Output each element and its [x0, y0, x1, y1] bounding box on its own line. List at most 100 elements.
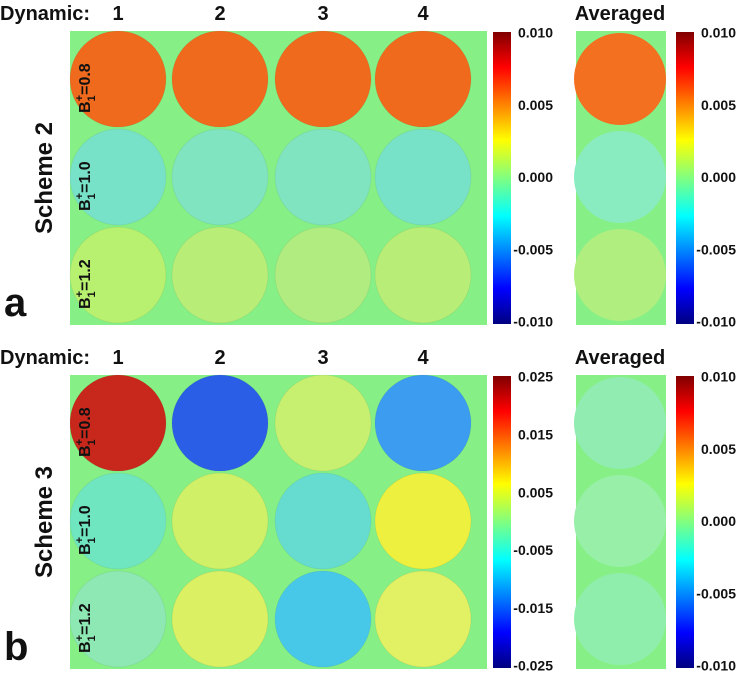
row-subscript: 1 [86, 193, 98, 199]
panel-letter: b [4, 625, 28, 669]
disk [69, 226, 167, 324]
disk [574, 377, 666, 469]
colorbar-tick-label: -0.010 [513, 314, 553, 330]
row-value: =1.0 [77, 161, 94, 193]
disk [69, 128, 167, 226]
colorbar-tick-label: 0.000 [701, 169, 736, 185]
colorbar-tick-label: 0.010 [518, 25, 553, 41]
disk [69, 472, 167, 570]
column-label: 4 [417, 347, 429, 369]
colorbar-tick-label: 0.005 [518, 97, 553, 113]
colorbar-tick-label: -0.005 [513, 241, 553, 257]
disk [574, 33, 666, 125]
disk [374, 472, 472, 570]
colorbar-tick-label: -0.010 [696, 658, 736, 674]
disk [69, 374, 167, 472]
disk [374, 226, 472, 324]
disk [171, 374, 269, 472]
column-label: 1 [112, 3, 123, 25]
row-symbol: B [77, 445, 94, 457]
row-label: B1+=1.0 [74, 161, 98, 211]
colorbar-tick-label: 0.010 [701, 25, 736, 41]
disk [171, 30, 269, 128]
colorbar [493, 376, 511, 668]
colorbar [676, 376, 694, 668]
colorbar-tick-label: 0.010 [701, 369, 736, 385]
colorbar-tick-label: -0.010 [696, 314, 736, 330]
row-value: =0.8 [77, 407, 94, 439]
row-superscript: + [74, 439, 86, 445]
disk [274, 30, 372, 128]
disk [274, 374, 372, 472]
row-subscript: 1 [86, 635, 98, 641]
disk [374, 30, 472, 128]
disk [574, 475, 666, 567]
averaged-label: Averaged [575, 347, 665, 369]
panel: Dynamic: 1 2 3 4 AveragedB1+=0.8B1+=1.0B1+=1.… [0, 347, 736, 674]
disk [171, 570, 269, 668]
colorbar-tick-label: -0.005 [513, 542, 553, 558]
colorbar-tick-label: -0.005 [696, 241, 736, 257]
row-subscript: 1 [86, 439, 98, 445]
row-value: =1.2 [77, 259, 94, 291]
row-symbol: B [77, 543, 94, 555]
disk [274, 226, 372, 324]
header-label: Dynamic: [0, 3, 90, 25]
colorbar-tick-label: -0.025 [513, 658, 553, 674]
row-label: B1+=0.8 [74, 63, 98, 113]
row-label: B1+=0.8 [74, 407, 98, 457]
panel-letter: a [4, 281, 27, 325]
disk [374, 570, 472, 668]
row-superscript: + [74, 193, 86, 199]
column-label: 3 [317, 347, 328, 369]
column-label: 4 [417, 3, 429, 25]
disk [69, 570, 167, 668]
disk [574, 573, 666, 665]
disk [274, 128, 372, 226]
disk [574, 229, 666, 321]
row-subscript: 1 [86, 537, 98, 543]
disk [171, 226, 269, 324]
colorbar-tick-label: -0.005 [696, 585, 736, 601]
colorbar [676, 32, 694, 324]
row-subscript: 1 [86, 291, 98, 297]
column-label: 2 [214, 347, 225, 369]
colorbar-tick-label: 0.000 [701, 513, 736, 529]
row-subscript: 1 [86, 95, 98, 101]
row-superscript: + [74, 635, 86, 641]
row-label: B1+=1.2 [74, 259, 98, 309]
row-superscript: + [74, 95, 86, 101]
disk [574, 131, 666, 223]
disk [374, 128, 472, 226]
row-value: =1.2 [77, 603, 94, 635]
disk [274, 472, 372, 570]
disk [69, 30, 167, 128]
row-symbol: B [77, 641, 94, 653]
averaged-label: Averaged [575, 3, 665, 25]
colorbar-tick-label: 0.005 [518, 484, 553, 500]
scheme-label: Scheme 2 [31, 122, 58, 234]
row-value: =1.0 [77, 505, 94, 537]
colorbar-tick-label: 0.025 [518, 369, 553, 385]
colorbar-tick-label: -0.015 [513, 600, 553, 616]
disk [171, 472, 269, 570]
colorbar-tick-label: 0.000 [518, 169, 553, 185]
colorbar-tick-label: 0.005 [701, 97, 736, 113]
disk [171, 128, 269, 226]
disk [374, 374, 472, 472]
row-symbol: B [77, 101, 94, 113]
row-symbol: B [77, 199, 94, 211]
row-value: =0.8 [77, 63, 94, 95]
column-label: 1 [112, 347, 123, 369]
colorbar-tick-label: 0.005 [701, 441, 736, 457]
row-symbol: B [77, 297, 94, 309]
disk [274, 570, 372, 668]
colorbar-tick-label: 0.015 [518, 427, 553, 443]
row-superscript: + [74, 537, 86, 543]
header-label: Dynamic: [0, 347, 90, 369]
row-label: B1+=1.0 [74, 505, 98, 555]
column-label: 2 [214, 3, 225, 25]
scheme-label: Scheme 3 [31, 466, 58, 578]
row-label: B1+=1.2 [74, 603, 98, 653]
